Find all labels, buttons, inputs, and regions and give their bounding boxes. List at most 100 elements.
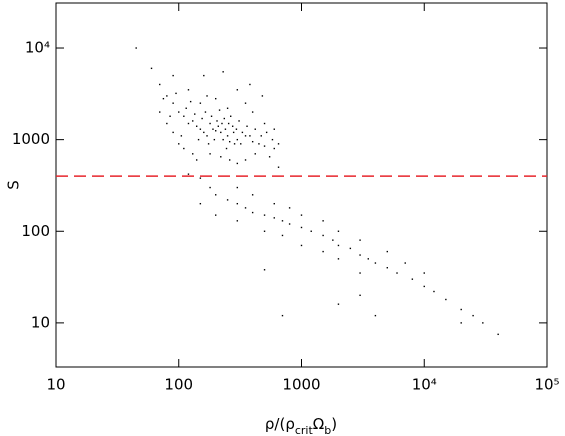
point bbox=[281, 234, 284, 237]
point bbox=[235, 128, 238, 130]
point bbox=[433, 290, 435, 293]
point bbox=[233, 143, 236, 145]
point bbox=[199, 202, 202, 205]
point bbox=[222, 138, 224, 141]
point bbox=[236, 220, 239, 222]
point bbox=[228, 159, 231, 161]
point bbox=[260, 135, 262, 137]
point bbox=[273, 147, 275, 150]
point bbox=[254, 128, 256, 130]
point bbox=[300, 226, 303, 229]
point bbox=[386, 250, 388, 253]
point bbox=[300, 214, 303, 216]
point bbox=[213, 138, 216, 141]
point bbox=[263, 269, 266, 271]
x-tick-label: 1000 bbox=[282, 376, 320, 394]
point bbox=[310, 230, 312, 232]
point bbox=[277, 143, 280, 145]
point bbox=[192, 120, 194, 122]
point bbox=[178, 111, 180, 113]
point bbox=[472, 314, 474, 317]
point bbox=[263, 145, 266, 147]
y-tick-label: 100 bbox=[21, 222, 50, 240]
point bbox=[166, 122, 168, 125]
x-axis-label-part: Ω bbox=[313, 415, 324, 433]
point bbox=[199, 177, 202, 179]
point bbox=[220, 131, 222, 134]
point bbox=[322, 234, 324, 237]
point bbox=[209, 122, 211, 125]
point bbox=[172, 74, 174, 77]
y-tick-label: 10⁴ bbox=[25, 39, 50, 57]
point bbox=[172, 131, 174, 134]
point bbox=[226, 135, 229, 137]
point bbox=[159, 111, 161, 113]
point bbox=[265, 131, 268, 134]
point bbox=[207, 143, 210, 145]
point bbox=[236, 186, 239, 189]
point bbox=[236, 89, 239, 91]
point bbox=[236, 138, 239, 141]
point bbox=[215, 214, 217, 216]
x-axis-label-part: ) bbox=[331, 415, 337, 433]
point bbox=[423, 272, 425, 274]
point bbox=[240, 143, 242, 145]
point bbox=[300, 244, 303, 247]
point bbox=[206, 95, 208, 97]
point bbox=[224, 128, 227, 130]
x-tick-label: 10⁵ bbox=[534, 376, 559, 394]
point bbox=[201, 117, 203, 120]
point bbox=[225, 147, 228, 150]
point bbox=[222, 71, 224, 73]
point bbox=[215, 130, 217, 132]
point bbox=[337, 230, 340, 232]
point bbox=[396, 272, 398, 274]
point bbox=[187, 89, 190, 91]
point bbox=[386, 267, 388, 269]
point bbox=[228, 140, 231, 143]
point bbox=[374, 314, 377, 317]
point bbox=[332, 239, 334, 241]
x-tick-label: 10 bbox=[46, 376, 65, 394]
point bbox=[281, 220, 284, 222]
point bbox=[210, 115, 213, 117]
point bbox=[175, 92, 177, 95]
point bbox=[460, 322, 462, 324]
point bbox=[263, 122, 266, 125]
point bbox=[223, 117, 225, 120]
y-tick-label: 10 bbox=[31, 313, 50, 331]
point bbox=[192, 153, 194, 155]
point bbox=[169, 115, 171, 117]
point bbox=[482, 322, 484, 324]
point bbox=[194, 113, 196, 115]
point bbox=[236, 202, 239, 205]
point bbox=[273, 128, 275, 130]
point bbox=[215, 97, 217, 100]
point bbox=[322, 250, 324, 253]
point bbox=[263, 230, 266, 232]
point bbox=[135, 47, 137, 49]
y-tick-label: 1000 bbox=[12, 130, 50, 148]
point bbox=[226, 107, 229, 109]
point bbox=[218, 109, 221, 111]
point bbox=[231, 125, 234, 127]
point bbox=[367, 258, 369, 260]
point bbox=[271, 138, 274, 141]
point bbox=[199, 102, 202, 104]
x-axis-label: ρ/(ρcritΩb) bbox=[265, 415, 337, 436]
point bbox=[230, 115, 232, 117]
point bbox=[244, 135, 247, 137]
point bbox=[209, 153, 211, 155]
point bbox=[411, 278, 414, 280]
point bbox=[374, 262, 377, 264]
point bbox=[226, 199, 229, 201]
point bbox=[195, 159, 198, 161]
point bbox=[322, 220, 324, 222]
point bbox=[404, 262, 406, 264]
point bbox=[185, 107, 187, 109]
point bbox=[337, 258, 340, 260]
point bbox=[189, 100, 192, 103]
point bbox=[227, 122, 230, 125]
x-axis-label-part: ρ/(ρ bbox=[265, 415, 295, 433]
